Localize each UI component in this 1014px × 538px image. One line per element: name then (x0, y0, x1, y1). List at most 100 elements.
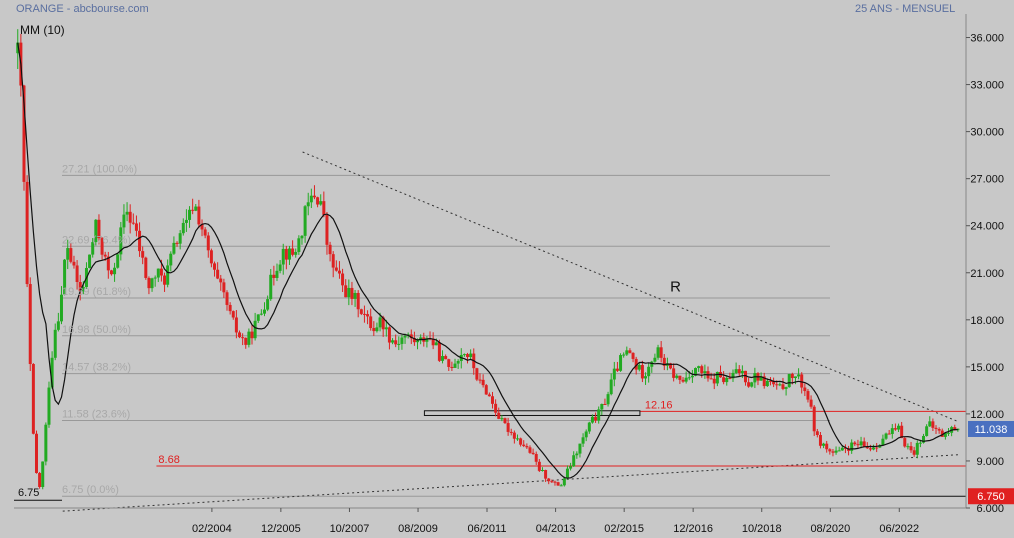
candle-body (56, 321, 60, 330)
candle-body (284, 248, 288, 260)
candle-body (475, 368, 479, 380)
candle-body (947, 432, 951, 434)
candle-body (441, 356, 445, 361)
candle-body (581, 437, 585, 444)
candle-body (153, 277, 157, 279)
candle-body (322, 201, 326, 215)
candle-body (675, 375, 679, 378)
candle-body (312, 195, 316, 198)
candle-body (940, 430, 944, 437)
candle-body (238, 332, 242, 338)
candle-body (681, 379, 685, 382)
candle-body (793, 376, 797, 379)
candle-body (884, 433, 888, 439)
min-price-label: 6.750 (977, 491, 1005, 503)
candle-body (375, 327, 379, 332)
candle-body (191, 209, 195, 211)
candle-body (103, 254, 107, 257)
candle-body (890, 428, 894, 434)
candle-body (922, 435, 926, 443)
candle-body (275, 270, 279, 278)
candle-body (209, 250, 213, 264)
candle-body (291, 248, 295, 255)
candle-body (350, 287, 354, 299)
candle-body (378, 317, 382, 328)
candle-body (522, 444, 526, 447)
last-price-badge (968, 420, 1014, 437)
last-price-label: 11.038 (975, 424, 1008, 436)
x-tick-label: 08/2009 (398, 523, 438, 535)
candle-body (550, 481, 554, 483)
candles (16, 29, 960, 490)
candle-body (818, 434, 822, 446)
candle-body (141, 251, 145, 258)
candle-body (241, 337, 245, 339)
x-tick-label: 02/2004 (192, 523, 232, 535)
candle-body (169, 253, 173, 266)
candle-body (66, 248, 70, 260)
candle-body (156, 268, 160, 278)
trend-lines (14, 151, 966, 512)
y-tick-label: 21.000 (970, 268, 1004, 280)
candle-body (250, 331, 254, 339)
candle-body (94, 219, 98, 243)
candle-body (656, 347, 660, 358)
candle-body (213, 263, 217, 270)
candle-body (166, 265, 170, 285)
fibonacci-label: 27.21 (100.0%) (62, 163, 137, 175)
candle-body (709, 378, 713, 380)
candle-body (216, 269, 220, 279)
candle-body (784, 387, 788, 389)
fibonacci-label: 11.58 (23.6%) (62, 408, 130, 420)
candle-body (928, 421, 932, 427)
candle-body (684, 377, 688, 382)
candle-body (781, 384, 785, 389)
candle-body (125, 211, 129, 215)
candle-body (91, 242, 95, 255)
candle-body (678, 375, 682, 380)
candle-body (662, 357, 666, 366)
candle-body (575, 453, 579, 456)
candle-body (500, 418, 504, 420)
candle-body (150, 278, 154, 289)
candle-body (316, 197, 320, 205)
candle-body (578, 443, 582, 454)
y-axis: 36.000 33.000 30.000 27.000 24.000 21.000 18.0… (965, 14, 1014, 515)
candle-body (600, 403, 604, 410)
candle-body (331, 254, 335, 268)
y-tick-label: 30.000 (970, 127, 1004, 139)
y-tick-label: 18.000 (970, 315, 1004, 327)
candle-body (256, 314, 260, 321)
candle-body (750, 382, 754, 387)
candle-body (259, 313, 263, 315)
candle-body (497, 412, 501, 419)
candle-body (181, 222, 185, 234)
candle-body (847, 448, 851, 451)
x-tick-label: 10/2007 (330, 523, 370, 535)
candle-body (297, 238, 301, 252)
candle-body (397, 343, 401, 345)
candle-body (953, 427, 957, 431)
candle-body (806, 391, 810, 400)
candle-body (778, 384, 782, 386)
candle-body (519, 438, 523, 445)
candle-body (494, 403, 498, 413)
candle-body (347, 287, 351, 298)
candle-body (572, 455, 576, 467)
x-tick-label: 04/2013 (536, 523, 576, 535)
candle-body (366, 314, 370, 317)
candle-body (119, 227, 123, 255)
candle-body (228, 304, 232, 312)
candle-body (834, 450, 838, 453)
candle-body (512, 432, 516, 439)
candle-body (41, 461, 45, 487)
indicator-label: MM (10) (20, 23, 65, 37)
x-tick-label: 10/2018 (742, 523, 782, 535)
candle-body (644, 376, 648, 379)
candle-body (690, 375, 694, 378)
candle-body (856, 444, 860, 446)
candle-body (138, 230, 142, 252)
candle-body (562, 478, 566, 486)
candle-body (159, 268, 163, 276)
candle-body (556, 482, 560, 486)
